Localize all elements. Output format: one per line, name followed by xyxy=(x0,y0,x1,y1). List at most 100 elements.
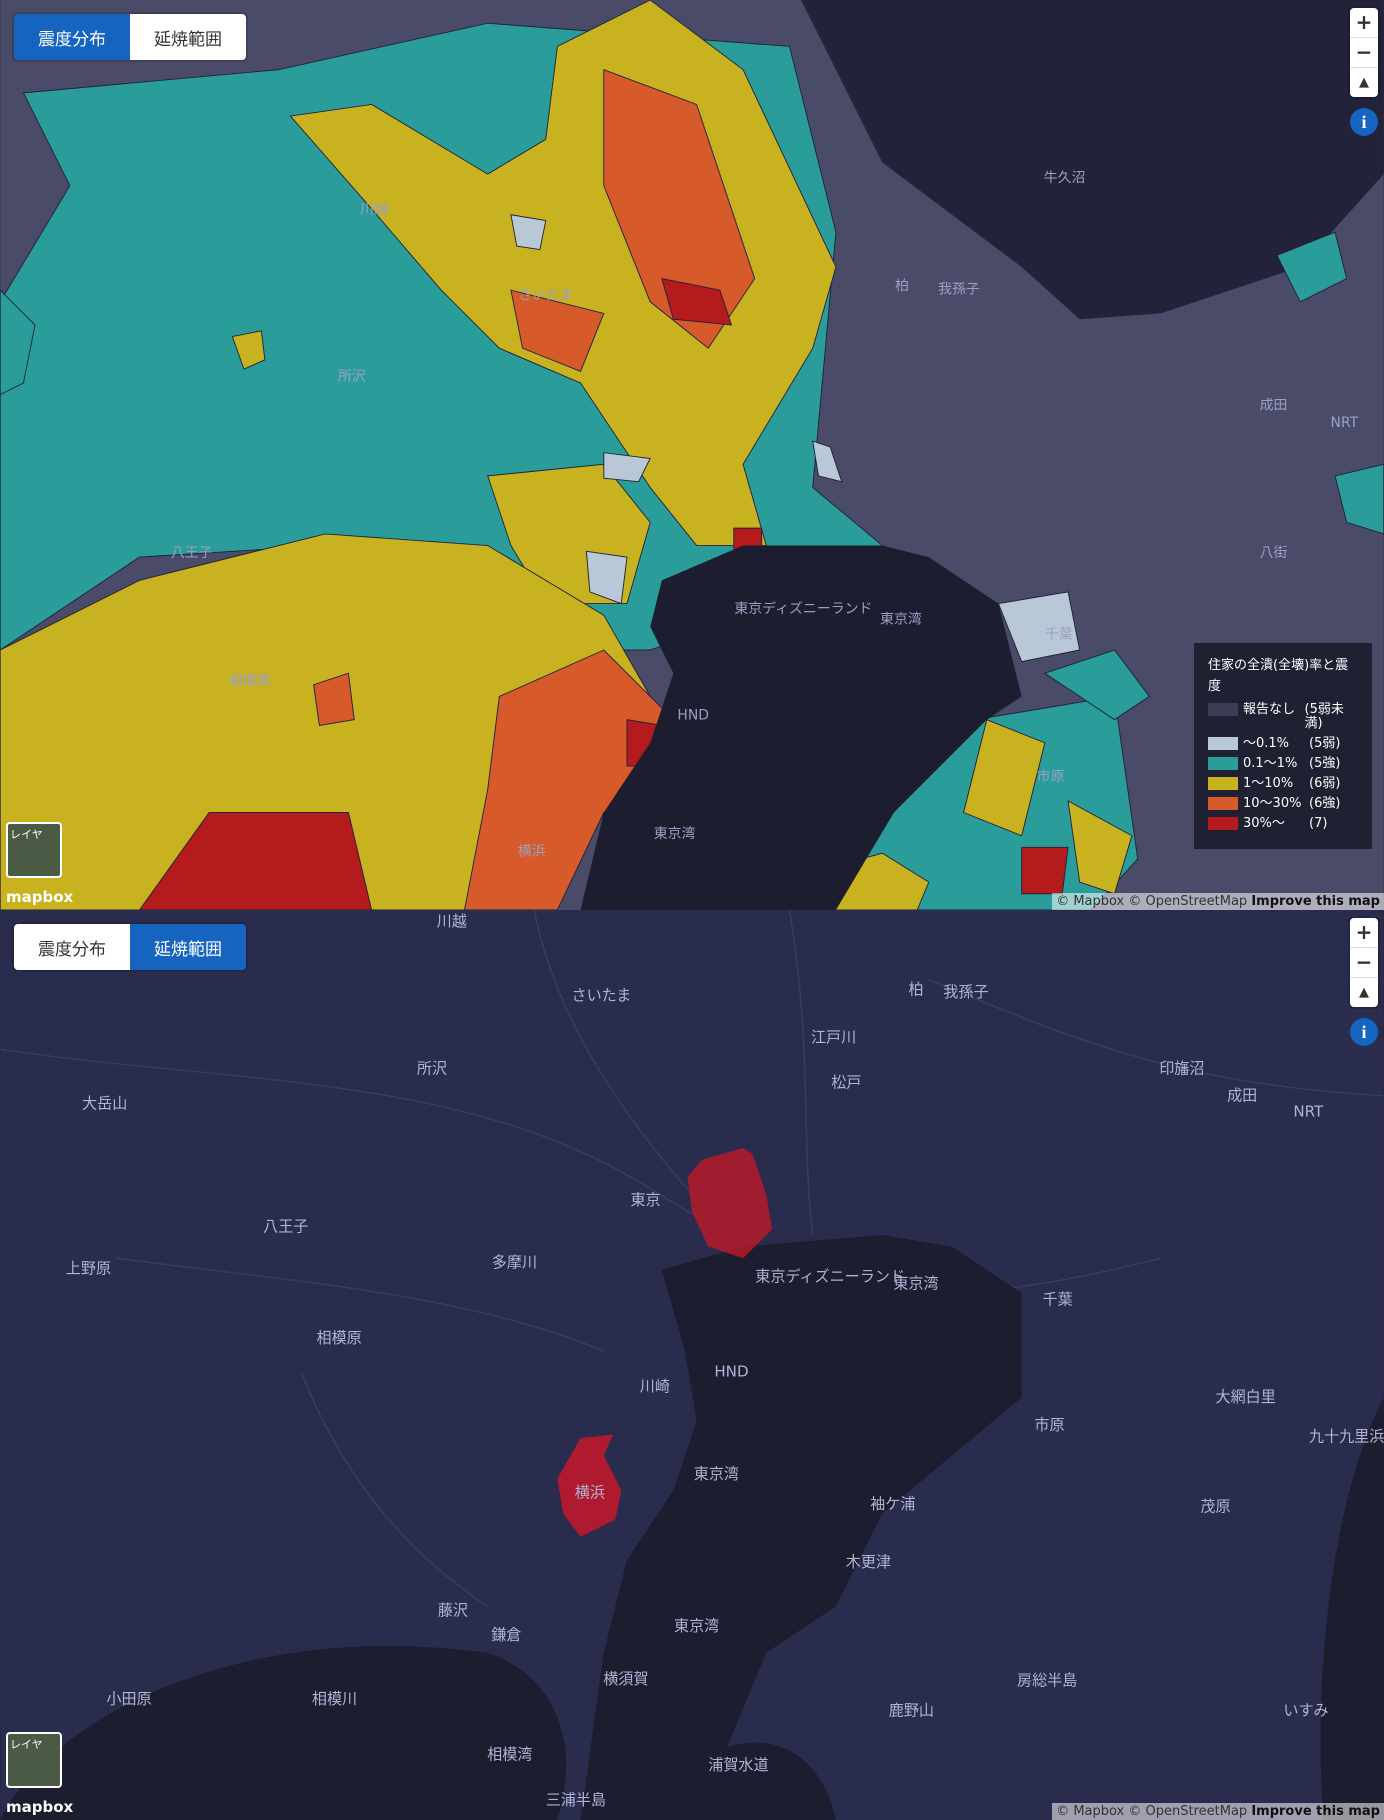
place-label: 所沢 xyxy=(338,369,366,385)
info-button[interactable]: i xyxy=(1350,108,1378,136)
place-label: 市原 xyxy=(1037,769,1065,785)
improve-link[interactable]: Improve this map xyxy=(1251,1804,1380,1819)
layer-toggle: 震度分布 延焼範囲 xyxy=(14,14,246,60)
place-label: 東京湾 xyxy=(893,1274,938,1292)
layer-switcher[interactable]: レイヤ xyxy=(6,822,62,878)
toggle-button[interactable]: 震度分布 xyxy=(14,924,130,970)
zoom-out[interactable]: − xyxy=(1350,38,1378,68)
improve-link[interactable]: Improve this map xyxy=(1251,894,1380,909)
place-label: NRT xyxy=(1293,1103,1324,1121)
fire-spread-area xyxy=(557,1434,622,1537)
legend-label: 1〜10% xyxy=(1243,776,1294,791)
toggle-button[interactable]: 震度分布 xyxy=(14,14,130,60)
bay xyxy=(580,545,1022,910)
place-label: 牛久沼 xyxy=(1044,170,1086,186)
legend-intensity: (5強) xyxy=(1309,756,1341,771)
place-label: 袖ケ浦 xyxy=(870,1495,915,1513)
zoom-control: + − ▲ xyxy=(1350,8,1378,97)
legend-item: 30%〜 (7) xyxy=(1208,817,1358,831)
place-label: さいたま xyxy=(572,987,632,1005)
place-label: 相模原 xyxy=(229,673,271,689)
place-label: 上野原 xyxy=(66,1259,111,1277)
legend-intensity: (6強) xyxy=(1309,796,1341,811)
legend-item: 0.1〜1% (5強) xyxy=(1208,757,1358,771)
info-button[interactable]: i xyxy=(1350,1018,1378,1046)
zoom-in[interactable]: + xyxy=(1350,8,1378,38)
legend-swatch xyxy=(1208,737,1238,750)
legend-label: 10〜30% xyxy=(1243,796,1302,811)
map-panel[interactable]: さいたま 所沢 八王子 相模原 東京ディズニーランド 東京湾 千葉柏我孫子 成田 NRT HND 横… xyxy=(0,0,1384,910)
sea xyxy=(1320,1397,1384,1820)
legend: 住家の全潰(全壊)率と震度 報告なし (5弱未満) 〜0.1% (5弱) 0.1〜1% (… xyxy=(1194,643,1372,849)
place-label: 鎌倉 xyxy=(491,1626,521,1644)
legend-item: 1〜10% (6弱) xyxy=(1208,777,1358,791)
legend-item: 10〜30% (6強) xyxy=(1208,797,1358,811)
place-label: 所沢 xyxy=(417,1060,447,1078)
legend-item: 報告なし (5弱未満) xyxy=(1208,703,1358,731)
legend-item: 〜0.1% (5弱) xyxy=(1208,737,1358,751)
legend-label: 30%〜 xyxy=(1243,816,1285,831)
zoom-out[interactable]: − xyxy=(1350,948,1378,978)
place-label: 千葉 xyxy=(1043,1291,1073,1309)
attribution-text: © Mapbox © OpenStreetMap xyxy=(1056,894,1248,909)
legend-intensity: (6弱) xyxy=(1309,776,1341,791)
legend-title: 住家の全潰(全壊)率と震度 xyxy=(1208,658,1349,694)
dark-area xyxy=(801,0,1384,320)
place-label: 東京ディズニーランド xyxy=(734,600,872,617)
place-label: 藤沢 xyxy=(438,1602,468,1620)
place-label: 川越 xyxy=(437,912,467,930)
place-label: 八街 xyxy=(1260,545,1288,561)
place-label: 相模湾 xyxy=(487,1746,532,1764)
compass[interactable]: ▲ xyxy=(1359,75,1369,90)
place-label: 松戸 xyxy=(831,1074,861,1092)
map[interactable]: 川越さいたま柏我孫子所沢松戸東京八王子上野原相模原東京ディズニーランド東京湾千葉… xyxy=(0,910,1384,1820)
place-label: 柏 xyxy=(908,981,923,999)
place-label: 茂原 xyxy=(1200,1497,1230,1515)
layer-label: レイヤ xyxy=(10,828,43,841)
place-label: 九十九里浜 xyxy=(1309,1428,1384,1446)
legend-label: 〜0.1% xyxy=(1243,736,1290,751)
zoom-in[interactable]: + xyxy=(1350,918,1378,948)
place-label: 千葉 xyxy=(1045,626,1073,642)
place-label: 東京湾 xyxy=(674,1617,719,1635)
legend-swatch xyxy=(1208,777,1238,790)
zoom-control: + − ▲ xyxy=(1350,918,1378,1007)
place-label: 川越 xyxy=(360,202,388,218)
place-label: 三浦半島 xyxy=(546,1791,606,1809)
legend-intensity: (5弱未満) xyxy=(1304,702,1344,731)
place-label: 大岳山 xyxy=(82,1094,127,1112)
attribution: © Mapbox © OpenStreetMap Improve this ma… xyxy=(1052,1803,1384,1820)
choropleth xyxy=(0,0,1384,910)
place-label: 柏 xyxy=(895,278,909,294)
place-label: NRT xyxy=(1331,415,1359,431)
place-label: 房総半島 xyxy=(1017,1671,1077,1689)
legend-intensity: (5弱) xyxy=(1309,736,1341,751)
toggle-button[interactable]: 延焼範囲 xyxy=(130,14,246,60)
place-label: 大網白里 xyxy=(1216,1388,1276,1406)
place-label: 横須賀 xyxy=(603,1670,648,1688)
attribution-text: © Mapbox © OpenStreetMap xyxy=(1056,1804,1248,1819)
place-label: 我孫子 xyxy=(943,983,988,1001)
place-label: 東京 xyxy=(630,1191,660,1209)
place-label: 東京湾 xyxy=(880,610,922,627)
toggle-button[interactable]: 延焼範囲 xyxy=(130,924,246,970)
place-label: 鹿野山 xyxy=(889,1702,934,1720)
legend-swatch xyxy=(1208,703,1238,716)
place-label: さいたま xyxy=(518,287,573,303)
legend-label: 報告なし xyxy=(1243,702,1296,717)
map-panel[interactable]: 川越 さいたま柏我孫子 所沢 松戸 東京 八王子 上野原 相模原 東京ディズニーランド 東京湾 千葉… xyxy=(0,910,1384,1820)
place-label: 東京湾 xyxy=(654,825,696,842)
place-label: 江戸川 xyxy=(811,1028,856,1046)
place-label: HND xyxy=(677,708,709,724)
mapbox-logo: mapbox xyxy=(6,1798,74,1816)
layer-toggle: 震度分布 延焼範囲 xyxy=(14,924,246,970)
place-label: 木更津 xyxy=(846,1553,891,1571)
place-label: HND xyxy=(714,1363,748,1381)
layer-switcher[interactable]: レイヤ xyxy=(6,1732,62,1788)
place-label: 相模川 xyxy=(312,1690,357,1708)
place-label: 東京湾 xyxy=(694,1465,739,1483)
compass[interactable]: ▲ xyxy=(1359,985,1369,1000)
